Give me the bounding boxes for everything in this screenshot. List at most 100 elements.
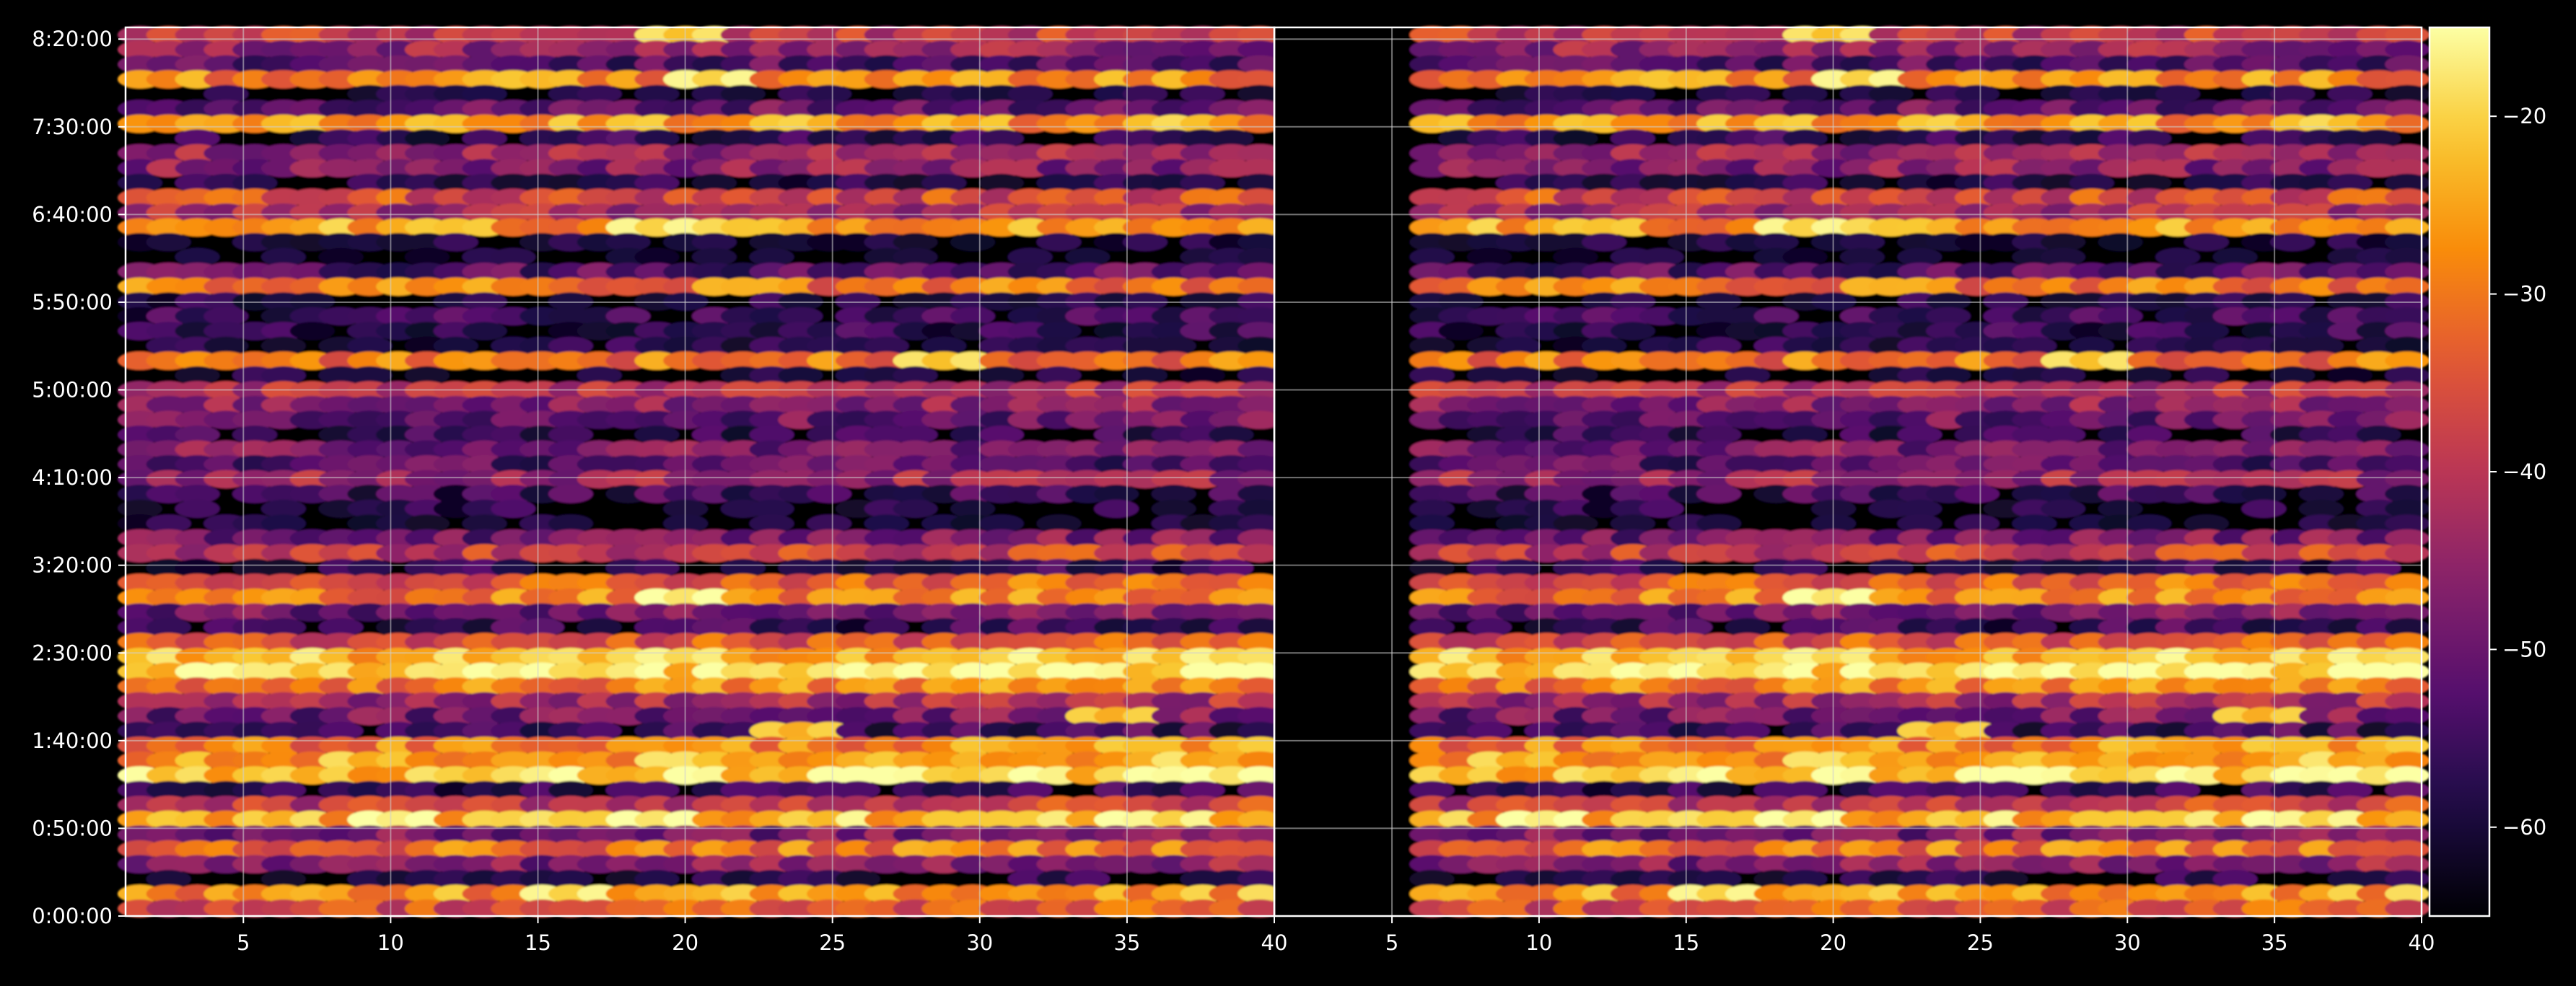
heatmap-cell [720,558,766,578]
heatmap-cell [2356,426,2401,444]
x-tick-label: 40 [1261,930,1288,955]
heatmap-cell [1237,544,1283,563]
heatmap-cell [2385,440,2430,459]
heatmap-cell [634,558,680,578]
heatmap-cell [1237,144,1283,163]
heatmap-cell [1983,292,2028,311]
heatmap-cell [950,233,996,252]
heatmap-cell [2385,159,2430,177]
heatmap-cell [835,292,880,311]
heatmap-cell [1151,336,1196,356]
y-tick-label: 3:20:00 [32,553,113,578]
heatmap-cell [1237,588,1283,607]
x-tick-label: 20 [672,930,698,955]
heatmap-cell [1897,514,1942,533]
heatmap-cell [548,336,593,356]
heatmap-cell [1237,114,1283,133]
heatmap-cell [2012,336,2057,356]
heatmap-cell [1639,499,1684,518]
heatmap-cell [1237,440,1283,459]
heatmap-cell [2385,470,2430,488]
heatmap-cell [175,485,220,503]
heatmap-cell [1954,84,1999,104]
panel-frames [124,26,2423,917]
heatmap-cell [978,173,1024,193]
heatmap-cell [1237,692,1283,710]
heatmap-cell [2041,499,2086,518]
heatmap-cell [1237,662,1283,681]
heatmap-cell [404,129,450,148]
heatmap-cell [2385,721,2430,740]
heatmap-cell [491,558,536,578]
heatmap-cell [462,129,507,148]
heatmap-cell [175,499,220,518]
heatmap-cell [2385,677,2430,696]
x-tick-label: 10 [1525,930,1552,955]
heatmap-cell [2385,499,2430,518]
heatmap-cell [2385,899,2430,918]
heatmap-cell [1725,366,1770,385]
heatmap-cell [2012,514,2057,533]
heatmap-cell [2385,114,2430,133]
heatmap-cell [2183,514,2229,533]
heatmap-cell [778,307,823,326]
heatmap-cell [1237,70,1283,89]
heatmap-cell [1065,247,1110,266]
heatmap-cell [1237,159,1283,177]
heatmap-panels [117,25,2430,918]
heatmap-cell [2385,322,2430,340]
heatmap-cell [1839,247,1885,266]
heatmap-cell [2385,603,2430,622]
x-tick-label: 15 [1673,930,1699,955]
heatmap-cell [1409,558,1455,578]
heatmap-cell [2356,558,2401,578]
heatmap-cell [1438,292,1484,311]
panel-frame [1273,26,2423,917]
heatmap-cell [1151,485,1196,503]
heatmap-cell [2385,766,2430,785]
colorbar-tick-label: −50 [2502,637,2546,661]
panel-right [1274,25,2430,918]
heatmap-cell [1237,485,1283,503]
heatmap-cell [1237,351,1283,370]
heatmap-cell [1237,218,1283,237]
heatmap-cell [1036,366,1082,385]
heatmap-cell [2385,263,2430,281]
heatmap-cell [1409,617,1455,637]
heatmap-cell [433,336,478,356]
heatmap-cell [720,84,766,104]
heatmap-cell [2385,692,2430,710]
heatmap-cell [175,247,220,266]
heatmap-cell [347,366,393,385]
heatmap-cell [2385,455,2430,474]
heatmap-cell [2385,100,2430,118]
heatmap-cell [1036,514,1082,533]
heatmap-cell [864,514,909,533]
heatmap-cell [2385,395,2430,415]
heatmap-cell [1409,499,1455,518]
heatmap-cell [2041,426,2086,444]
x-tick-label: 5 [237,930,250,955]
heatmap-cell [117,173,162,193]
heatmap-cell [1897,499,1942,518]
heatmap-cell [921,173,967,193]
heatmap-cell [1237,455,1283,474]
heatmap-cell [260,247,306,266]
heatmap-cell [2385,218,2430,237]
heatmap-cell [2385,796,2430,814]
heatmap-cell [1610,129,1655,148]
heatmap-cell [203,336,249,356]
heatmap-cell [1237,617,1283,637]
heatmap-cell [2212,870,2258,889]
heatmap-cell [1926,366,1971,385]
heatmap-cell [1237,499,1283,518]
heatmap-cell [1753,233,1799,252]
heatmap-cell [1237,780,1283,800]
heatmap-cell [117,499,162,518]
heatmap-cell [1782,173,1828,193]
heatmap-cell [1122,84,1167,104]
heatmap-cell [577,721,622,740]
heatmap-cell [1725,721,1770,740]
heatmap-cell [2012,617,2057,637]
heatmap-cell [2126,173,2172,193]
